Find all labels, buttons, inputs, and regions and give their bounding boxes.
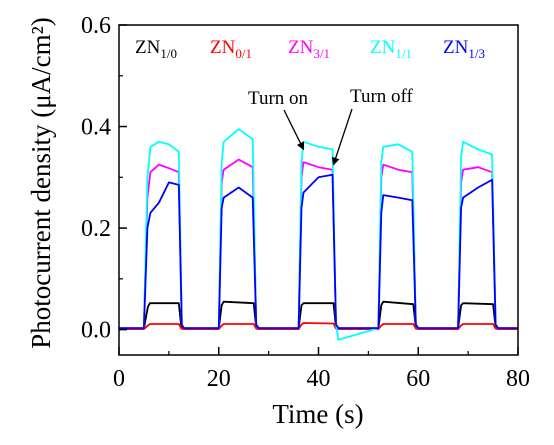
series-layer	[119, 128, 518, 341]
legend-entry-0: ZN1/0	[135, 37, 177, 61]
series-line-1	[119, 322, 518, 330]
x-tick-label: 20	[207, 366, 231, 392]
annotation-label-1: Turn off	[350, 86, 413, 107]
x-tick-label: 0	[113, 366, 125, 392]
legend: ZN1/0 ZN0/1 ZN3/1 ZN1/1 ZN1/3	[135, 37, 485, 61]
series-line-4	[119, 173, 518, 329]
y-tick-label: 0.2	[81, 216, 111, 242]
y-axis-title: Photocurrent density (μA/cm²)	[26, 17, 56, 349]
x-tick-label: 80	[506, 366, 530, 392]
y-tick-label: 0.4	[81, 115, 111, 141]
annotation-label-0: Turn on	[248, 88, 309, 109]
annotations: Turn on Turn off	[248, 86, 413, 166]
legend-entry-2: ZN3/1	[288, 37, 330, 61]
annotation-arrow-0	[283, 109, 305, 151]
annotation-arrow-1	[331, 108, 353, 166]
x-axis-title: Time (s)	[272, 399, 363, 429]
y-tick-label: 0.6	[81, 13, 111, 39]
y-tick-label: 0.0	[81, 318, 111, 344]
x-tick-label: 60	[406, 366, 430, 392]
axis-ticks: 0.0 0.2 0.4 0.6 0 20 40 60 80	[81, 13, 530, 392]
legend-entry-1: ZN0/1	[210, 37, 252, 61]
legend-entry-4: ZN1/3	[443, 37, 485, 61]
legend-entry-3: ZN1/1	[370, 37, 412, 61]
x-tick-label: 40	[307, 366, 331, 392]
series-line-3	[119, 128, 518, 341]
